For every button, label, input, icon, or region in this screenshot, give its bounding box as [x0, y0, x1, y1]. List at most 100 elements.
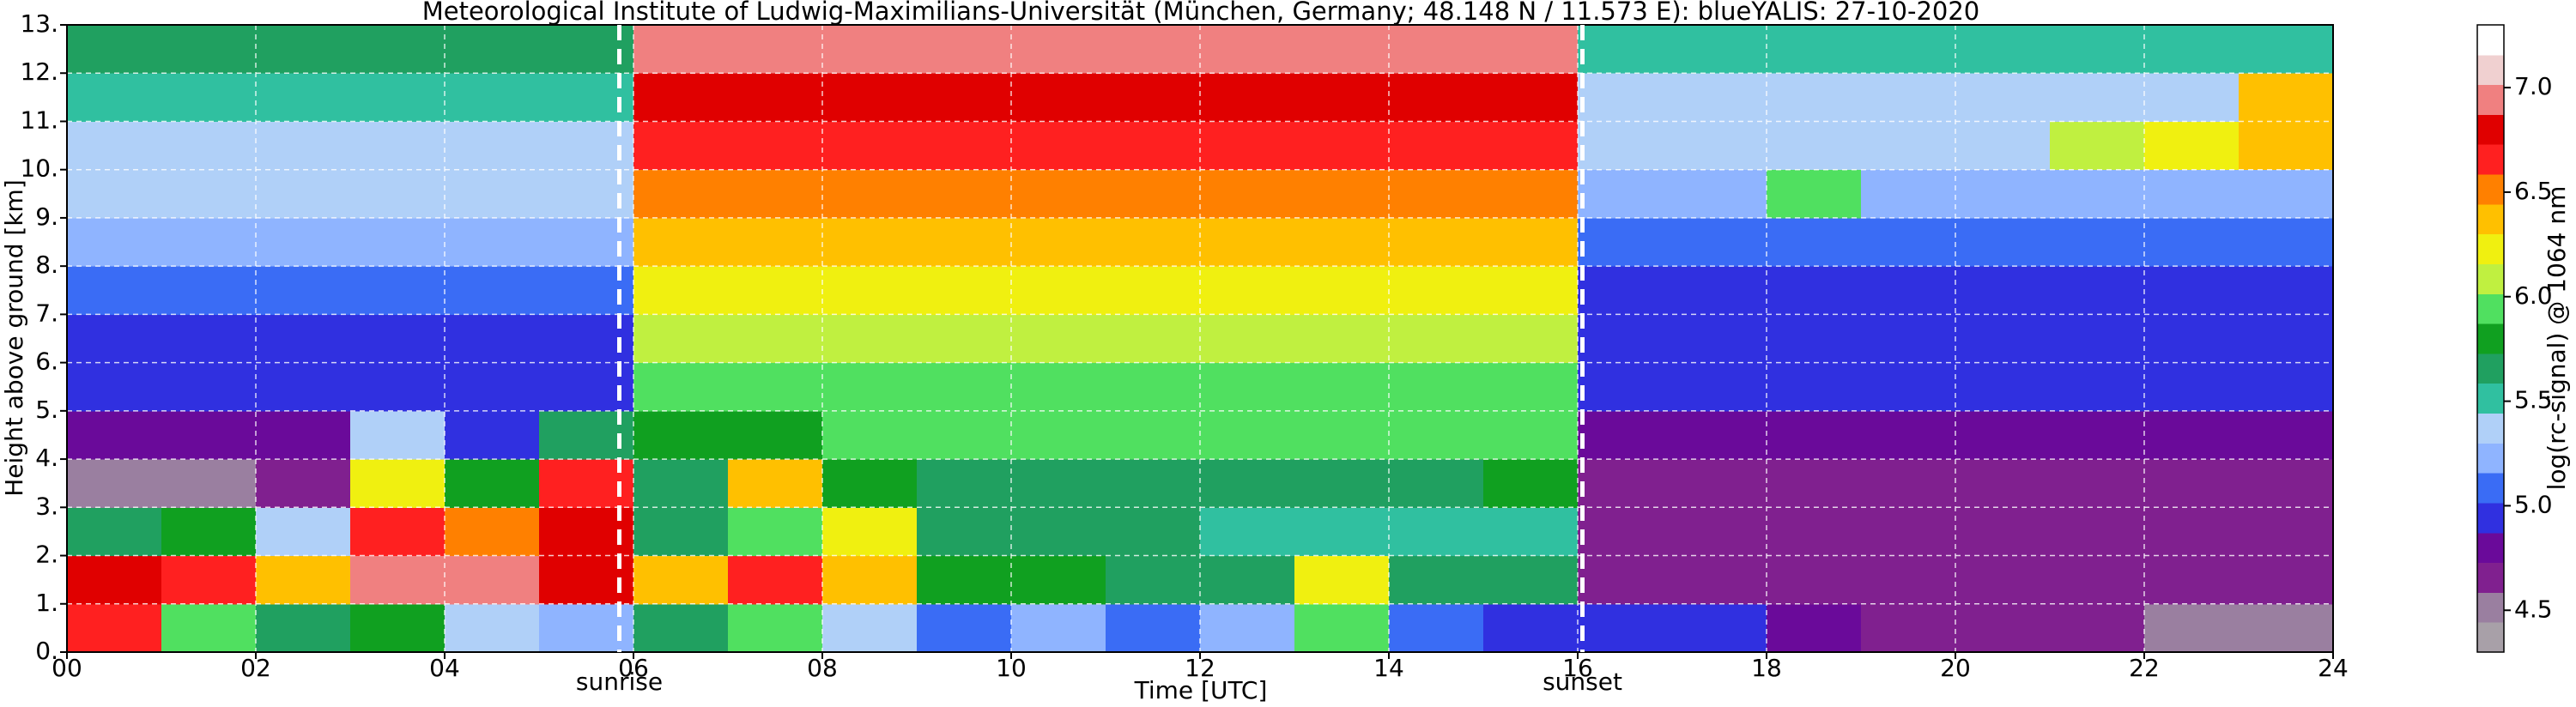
heatmap-cell	[1672, 73, 1767, 122]
heatmap-cell	[633, 410, 729, 460]
heatmap-cell	[1389, 603, 1484, 653]
heatmap-cell	[445, 25, 540, 74]
heatmap-cell	[2144, 362, 2240, 412]
heatmap-cell	[1483, 603, 1579, 653]
heatmap-cell	[67, 507, 162, 557]
heatmap-cell	[1672, 603, 1767, 653]
heatmap-cell	[445, 362, 540, 412]
heatmap-cell	[1767, 555, 1862, 605]
heatmap-cell	[1200, 507, 1295, 557]
heatmap-cell	[1294, 459, 1390, 508]
heatmap-cell	[1955, 266, 2051, 315]
heatmap-cell	[256, 459, 351, 508]
heatmap-cell	[1011, 362, 1106, 412]
heatmap-cell	[1106, 459, 1201, 508]
chart-title: Meteorological Institute of Ludwig-Maxim…	[422, 0, 1980, 26]
heatmap-cell	[161, 73, 257, 122]
heatmap-cell	[2239, 314, 2334, 364]
heatmap-cell	[161, 555, 257, 605]
heatmap-cell	[1483, 169, 1579, 219]
heatmap-cell	[350, 459, 445, 508]
heatmap-cell	[1861, 507, 1956, 557]
colorbar-segment	[2477, 114, 2504, 145]
heatmap-cell	[256, 121, 351, 171]
heatmap-cell	[1483, 121, 1579, 171]
heatmap-cell	[2050, 25, 2145, 74]
heatmap-cell	[256, 555, 351, 605]
heatmap-cell	[67, 555, 162, 605]
heatmap-cell	[1861, 603, 1956, 653]
heatmap-cell	[2050, 459, 2145, 508]
heatmap-cell	[350, 121, 445, 171]
heatmap-cell	[2050, 555, 2145, 605]
heatmap-cell	[161, 217, 257, 267]
colorbar-segment	[2477, 203, 2504, 235]
heatmap-cell	[1672, 121, 1767, 171]
heatmap-cell	[1294, 507, 1390, 557]
heatmap-cell	[1767, 362, 1862, 412]
heatmap-cell	[445, 459, 540, 508]
heatmap-cell	[2144, 314, 2240, 364]
heatmap-cell	[1106, 169, 1201, 219]
heatmap-cell	[2144, 507, 2240, 557]
heatmap-cell	[1483, 555, 1579, 605]
heatmap-cell	[161, 25, 257, 74]
colorbar-segment	[2477, 353, 2504, 384]
heatmap-cell	[1389, 314, 1484, 364]
heatmap-cell	[633, 555, 729, 605]
colorbar-tick-label: 5.5	[2514, 386, 2553, 414]
colorbar-tick-label: 4.5	[2514, 595, 2553, 623]
heatmap-cell	[67, 603, 162, 653]
colorbar-tick-label: 6.0	[2514, 281, 2553, 310]
heatmap-cell	[1861, 25, 1956, 74]
heatmap-cell	[256, 314, 351, 364]
heatmap-cell	[2144, 459, 2240, 508]
heatmap-cell	[822, 555, 918, 605]
heatmap-cell	[1955, 459, 2051, 508]
heatmap-cell	[1200, 217, 1295, 267]
heatmap-cell	[1955, 314, 2051, 364]
heatmap-cell	[2144, 217, 2240, 267]
heatmap-cell	[256, 217, 351, 267]
heatmap-cell	[1578, 410, 1673, 460]
heatmap-cell	[822, 362, 918, 412]
heatmap-cell	[350, 362, 445, 412]
y-tick-label: 13.	[20, 9, 58, 38]
heatmap-cell	[917, 459, 1012, 508]
heatmap-cell	[728, 362, 823, 412]
heatmap-cell	[1106, 603, 1201, 653]
heatmap-cell	[2239, 410, 2334, 460]
heatmap-cell	[1294, 266, 1390, 315]
heatmap-cell	[67, 459, 162, 508]
heatmap-cell	[2239, 73, 2334, 122]
colorbar-segment	[2477, 25, 2504, 56]
heatmap-cell	[1294, 217, 1390, 267]
heatmap-cell	[728, 25, 823, 74]
heatmap-cell	[1106, 410, 1201, 460]
heatmap-cell	[1578, 73, 1673, 122]
heatmap-cell	[633, 603, 729, 653]
heatmap-cell	[2050, 217, 2145, 267]
heatmap-cell	[256, 266, 351, 315]
heatmap-cell	[1955, 121, 2051, 171]
heatmap-cell	[445, 169, 540, 219]
heatmap-cell	[2144, 266, 2240, 315]
x-tick-label: 20	[1940, 654, 1971, 682]
heatmap-cell	[1200, 121, 1295, 171]
heatmap-cell	[67, 169, 162, 219]
heatmap-cell	[67, 121, 162, 171]
heatmap-cell	[822, 217, 918, 267]
heatmap-cell	[2239, 603, 2334, 653]
heatmap-cell	[2239, 121, 2334, 171]
heatmap-cell	[1200, 25, 1295, 74]
heatmap-cell	[1294, 362, 1390, 412]
heatmap-cell	[350, 555, 445, 605]
heatmap-cell	[2239, 266, 2334, 315]
heatmap-cell	[1578, 25, 1673, 74]
heatmap-cell	[1294, 73, 1390, 122]
heatmap-cell	[1861, 314, 1956, 364]
heatmap-cell	[728, 266, 823, 315]
x-tick-label: 10	[996, 654, 1027, 682]
colorbar-segment	[2477, 502, 2504, 534]
heatmap-cell	[2050, 314, 2145, 364]
